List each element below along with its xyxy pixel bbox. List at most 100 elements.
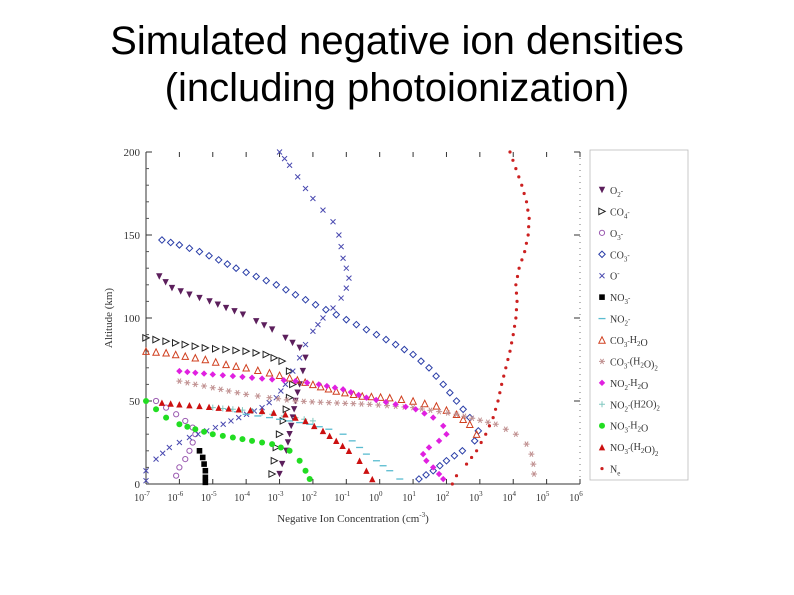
slide-title-line-1: Simulated negative ion densities: [110, 19, 684, 63]
series-8: [176, 378, 538, 477]
data-point: [162, 348, 171, 357]
data-point: [269, 441, 276, 448]
series-marker: [315, 321, 321, 328]
series-marker: [205, 251, 213, 260]
data-point: [162, 404, 170, 411]
series-marker: [522, 191, 526, 196]
data-point: [229, 406, 236, 413]
series-2: [152, 397, 199, 479]
series-marker: [254, 393, 261, 399]
series-marker: [450, 451, 459, 460]
series-marker: [184, 379, 191, 386]
series-marker: [191, 353, 200, 362]
series-marker: [376, 392, 385, 401]
legend-label: O-: [610, 270, 620, 283]
data-point: [206, 298, 213, 305]
data-point: [249, 437, 256, 444]
series-marker: [331, 384, 339, 391]
data-point: [272, 443, 281, 452]
data-point: [176, 378, 183, 384]
data-point: [242, 347, 251, 356]
data-point: [181, 340, 190, 349]
data-point: [176, 464, 183, 471]
series-marker: [278, 388, 284, 394]
data-point: [156, 273, 163, 280]
data-point: [265, 368, 274, 377]
data-point: [308, 380, 317, 389]
x-tick-label: 105: [536, 490, 550, 504]
data-point: [343, 285, 350, 291]
x-tick-label: 101: [402, 490, 416, 504]
series-marker: [162, 279, 169, 286]
data-point: [346, 275, 352, 282]
series-marker: [191, 342, 200, 351]
data-point: [296, 457, 303, 464]
series-marker: [514, 308, 519, 312]
x-tick-label: 10-4: [234, 490, 250, 504]
data-point: [338, 295, 344, 301]
data-point: [215, 404, 222, 411]
data-point: [528, 451, 535, 457]
series-marker: [219, 432, 226, 439]
series-marker: [220, 421, 227, 428]
data-point: [285, 367, 294, 376]
series-marker: [349, 390, 358, 399]
data-point: [285, 373, 294, 382]
data-point: [163, 414, 170, 421]
data-point: [514, 316, 518, 320]
data-point: [425, 444, 433, 451]
series-marker: [421, 410, 428, 417]
data-point: [306, 476, 313, 483]
data-point: [286, 431, 293, 438]
series-marker: [275, 395, 282, 402]
series-marker: [342, 315, 351, 324]
data-point: [214, 255, 223, 264]
data-point: [141, 346, 151, 355]
data-point: [440, 475, 447, 483]
data-point: [320, 315, 326, 321]
series-marker: [432, 372, 441, 381]
data-point: [143, 477, 149, 484]
data-point: [289, 380, 298, 389]
series-marker: [367, 392, 376, 401]
series-marker: [435, 461, 444, 470]
legend-label: NO2-H2O: [610, 378, 648, 392]
legend-label: NO3-: [610, 293, 631, 306]
series-marker: [417, 357, 425, 366]
data-point: [339, 386, 347, 393]
data-point: [366, 401, 373, 408]
data-point: [252, 272, 261, 281]
series-marker: [239, 373, 246, 381]
data-point: [356, 457, 363, 464]
series-marker: [402, 403, 409, 411]
series-marker: [484, 419, 491, 426]
data-point: [229, 372, 237, 380]
data-point: [310, 328, 316, 335]
data-point: [222, 345, 231, 354]
series-marker: [152, 347, 161, 356]
series-marker: [493, 407, 498, 411]
data-point: [158, 236, 166, 244]
data-point: [201, 355, 210, 364]
x-tick-label: 10-2: [301, 490, 317, 504]
series-marker: [223, 260, 232, 268]
x-tick-label: 10-5: [201, 490, 217, 504]
series-marker: [212, 344, 221, 353]
data-point: [302, 417, 309, 425]
legend-label: CO3-H2O: [610, 335, 648, 349]
series-marker: [217, 386, 224, 393]
data-point: [153, 456, 159, 462]
series-marker: [159, 450, 166, 457]
data-point: [442, 456, 451, 465]
data-point: [168, 284, 176, 292]
series-marker: [420, 399, 429, 408]
data-point: [229, 434, 236, 441]
data-point: [302, 354, 309, 362]
series-marker: [275, 370, 284, 379]
series-marker: [498, 391, 502, 395]
data-point: [517, 266, 521, 270]
series-marker: [422, 470, 430, 479]
data-point: [142, 333, 151, 342]
data-point: [278, 357, 287, 366]
series-marker: [527, 225, 531, 229]
